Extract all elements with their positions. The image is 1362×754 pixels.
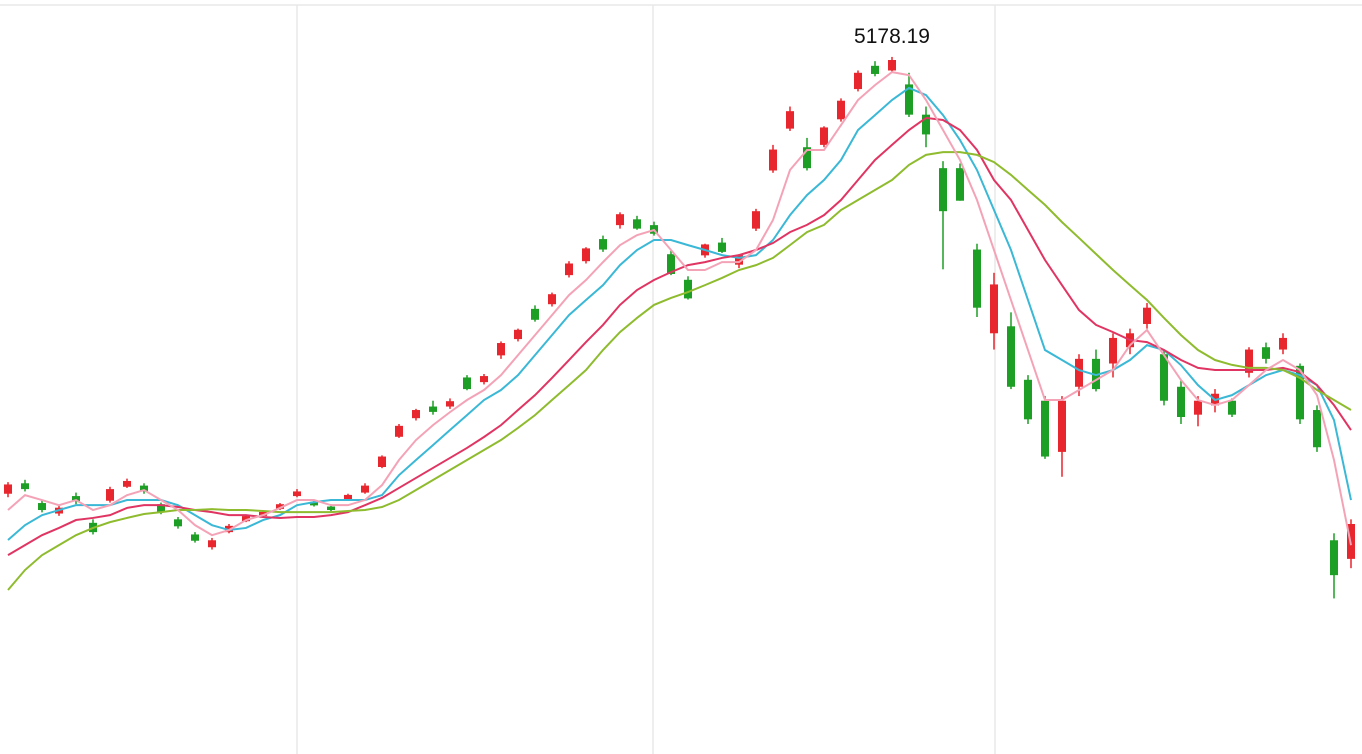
candle-body: [191, 534, 199, 541]
candle-body: [1075, 358, 1083, 387]
candle-body: [157, 504, 165, 513]
candle-body: [922, 114, 930, 135]
candle-body: [1058, 400, 1066, 452]
candle-body: [1160, 354, 1168, 401]
candle-body: [1296, 365, 1304, 420]
candle-body: [1228, 400, 1236, 415]
peak-label: 5178.19: [854, 25, 930, 48]
candle-body: [1245, 349, 1253, 373]
candle-body: [837, 100, 845, 120]
candle-body: [123, 480, 131, 487]
candle-body: [497, 343, 505, 356]
candle-body: [395, 425, 403, 437]
candle-body: [1024, 379, 1032, 420]
candle-body: [973, 249, 981, 308]
candle-body: [4, 484, 12, 494]
candle-body: [1007, 326, 1015, 387]
candle-body: [327, 506, 335, 511]
candle-body: [582, 248, 590, 262]
candle-body: [1109, 337, 1117, 364]
ma-line: [7, 151, 1352, 591]
candle-body: [616, 214, 624, 226]
candle-body: [548, 294, 556, 305]
candle-body: [242, 516, 250, 522]
candle-body: [905, 84, 913, 115]
candle-body: [888, 60, 896, 71]
candle-body: [174, 519, 182, 527]
candle-body: [208, 540, 216, 548]
candle-body: [956, 168, 964, 201]
candle-body: [1092, 358, 1100, 390]
candle-body: [718, 242, 726, 252]
candle-body: [293, 491, 301, 497]
candle-body: [854, 72, 862, 90]
candle-body: [106, 489, 114, 501]
candle-body: [21, 483, 29, 490]
candle-body: [38, 503, 46, 511]
candle-body: [1262, 347, 1270, 359]
candle-body: [990, 284, 998, 334]
ma-line: [7, 71, 1352, 546]
ma-line: [7, 116, 1352, 557]
candle-body: [871, 65, 879, 74]
candle-body: [429, 406, 437, 412]
candle-body: [446, 401, 454, 407]
candle-body: [1330, 540, 1338, 576]
candle-body: [1143, 307, 1151, 324]
candle-body: [480, 376, 488, 383]
candle-body: [1194, 400, 1202, 415]
candle-body: [684, 279, 692, 299]
candle-body: [786, 111, 794, 129]
candle-body: [310, 501, 318, 506]
candle-body: [939, 168, 947, 212]
candle-body: [259, 511, 267, 516]
candle-body: [803, 147, 811, 169]
candle-body: [276, 504, 284, 509]
candle-body: [599, 239, 607, 250]
candle-body: [1041, 400, 1049, 457]
candle-body: [667, 254, 675, 274]
candle-body: [361, 485, 369, 493]
candle-body: [633, 219, 641, 229]
candle-body: [820, 127, 828, 145]
candle-body: [752, 211, 760, 229]
candle-body: [463, 377, 471, 390]
candle-body: [378, 456, 386, 468]
candle-body: [514, 329, 522, 340]
candle-body: [735, 255, 743, 265]
candle-body: [72, 496, 80, 502]
candle-body: [412, 410, 420, 419]
candle-body: [344, 494, 352, 500]
ma-line: [7, 86, 1352, 541]
candle-body: [769, 149, 777, 171]
candle-body: [1279, 337, 1287, 350]
candle-body: [1177, 386, 1185, 418]
candle-body: [531, 308, 539, 320]
candle-body: [1313, 410, 1321, 448]
candle-body: [140, 485, 148, 492]
candle-body: [565, 263, 573, 276]
